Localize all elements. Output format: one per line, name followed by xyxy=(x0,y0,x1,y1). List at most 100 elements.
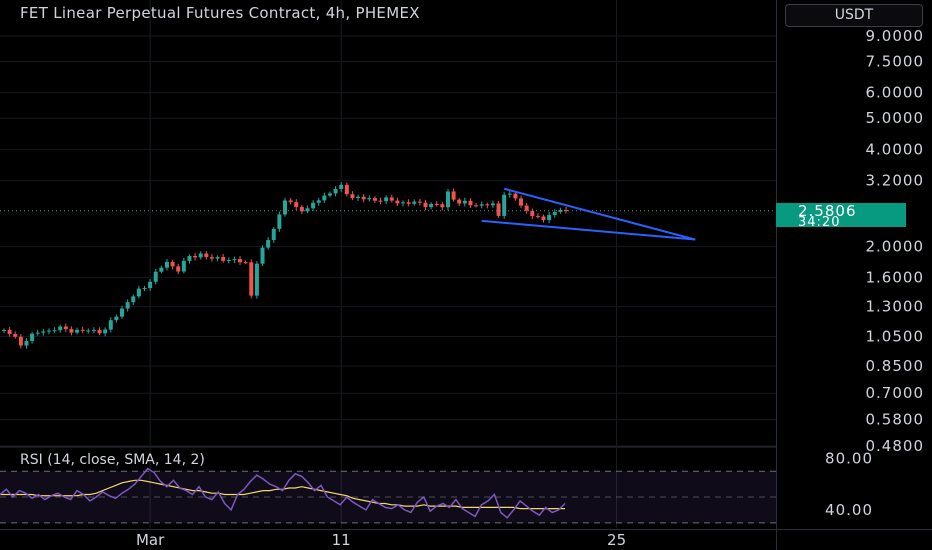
candle-body xyxy=(507,193,512,195)
candle-body xyxy=(271,228,276,241)
candle-body xyxy=(457,199,462,204)
candle-body xyxy=(283,200,287,215)
candle-body xyxy=(513,193,518,199)
rsi-indicator-title[interactable]: RSI (14, close, SMA, 14, 2) xyxy=(20,452,205,468)
price-tick-label: 1.0500 xyxy=(866,328,925,346)
candle-body xyxy=(361,196,366,200)
candle-body xyxy=(226,260,231,262)
candle-body xyxy=(389,197,394,201)
price-tick-label: 0.4800 xyxy=(866,437,925,455)
trendline[interactable] xyxy=(503,187,696,241)
candle-body xyxy=(170,261,175,267)
candle-body xyxy=(24,341,29,346)
candle-body xyxy=(30,333,35,342)
candle-body xyxy=(176,266,181,272)
candle-body xyxy=(86,330,91,332)
rsi-tick-label: 80.00 xyxy=(825,449,873,467)
rsi-tick-label: 40.00 xyxy=(825,501,873,519)
candle-body xyxy=(204,253,209,258)
candle-body xyxy=(367,198,372,200)
candle-body xyxy=(58,326,63,331)
price-tick-label: 3.2000 xyxy=(866,172,925,190)
candle-body xyxy=(356,196,361,198)
currency-button[interactable]: USDT xyxy=(785,4,923,27)
candle-body xyxy=(519,198,524,206)
candle-body xyxy=(378,200,383,202)
candle-body xyxy=(496,203,501,216)
time-tick-label: Mar xyxy=(136,531,165,549)
candle-body xyxy=(412,201,417,204)
candle-body xyxy=(322,195,327,201)
candle-body xyxy=(46,330,51,332)
candle-body xyxy=(266,240,271,248)
price-tick-label: 9.0000 xyxy=(866,27,925,45)
candle-body xyxy=(198,253,203,258)
bar-countdown-label: 34:20 xyxy=(798,215,841,230)
candle-body xyxy=(462,200,467,204)
candle-body xyxy=(125,302,130,309)
price-tick-label: 2.0000 xyxy=(866,237,925,255)
candle-body xyxy=(63,326,68,330)
candle-body xyxy=(2,330,6,332)
candle-body xyxy=(485,204,490,206)
candle-body xyxy=(114,316,119,321)
candle-body xyxy=(327,193,332,196)
candle-body xyxy=(552,211,557,215)
candle-body xyxy=(91,330,96,332)
candle-body xyxy=(215,257,220,259)
candle-body xyxy=(260,247,265,264)
candle-body xyxy=(75,329,80,333)
candle-body xyxy=(35,332,40,334)
candle-body xyxy=(350,194,355,198)
candle-body xyxy=(423,202,428,208)
price-tick-label: 0.7000 xyxy=(866,384,925,402)
candle-body xyxy=(288,200,293,203)
rsi-line xyxy=(0,467,566,519)
chart-title: FET Linear Perpetual Futures Contract, 4… xyxy=(20,4,420,22)
candle-body xyxy=(254,263,259,296)
price-tick-label: 1.6000 xyxy=(866,269,925,287)
candle-body xyxy=(305,208,310,212)
candle-body xyxy=(18,336,23,346)
candle-body xyxy=(344,184,349,195)
price-tick-label: 1.3000 xyxy=(866,298,925,316)
candle-body xyxy=(193,255,198,258)
time-tick-label: 25 xyxy=(607,531,626,549)
candle-body xyxy=(406,202,411,204)
candle-body xyxy=(69,329,74,333)
price-tick-label: 7.5000 xyxy=(866,53,925,71)
candle-body xyxy=(429,203,434,208)
candle-body xyxy=(535,216,540,218)
candle-body xyxy=(474,205,479,207)
candle-body xyxy=(468,200,473,206)
candle-body xyxy=(13,333,18,337)
candle-body xyxy=(479,204,484,206)
candle-body xyxy=(221,257,226,261)
candle-body xyxy=(142,288,147,290)
candle-body xyxy=(384,197,389,202)
candle-body xyxy=(547,214,552,221)
candle-body xyxy=(232,259,237,261)
price-tick-label: 0.8500 xyxy=(866,357,925,375)
trendline[interactable] xyxy=(481,219,696,241)
candle-body xyxy=(299,206,304,212)
candle-body xyxy=(311,202,316,209)
candle-body xyxy=(41,331,46,333)
candle-body xyxy=(502,194,507,216)
candle-body xyxy=(209,257,214,259)
current-price-label: 2.5806 xyxy=(798,202,857,220)
candle-body xyxy=(164,261,169,268)
candle-body xyxy=(316,200,321,203)
candle-body xyxy=(294,202,299,207)
candle-body xyxy=(277,214,282,229)
candle-body xyxy=(136,288,141,297)
candle-body xyxy=(524,205,529,211)
price-tick-label: 0.5800 xyxy=(866,411,925,429)
candle-body xyxy=(108,320,113,330)
candle-body xyxy=(417,201,422,203)
candle-body xyxy=(97,330,102,334)
candle-body xyxy=(187,255,192,261)
candle-body xyxy=(395,200,400,204)
